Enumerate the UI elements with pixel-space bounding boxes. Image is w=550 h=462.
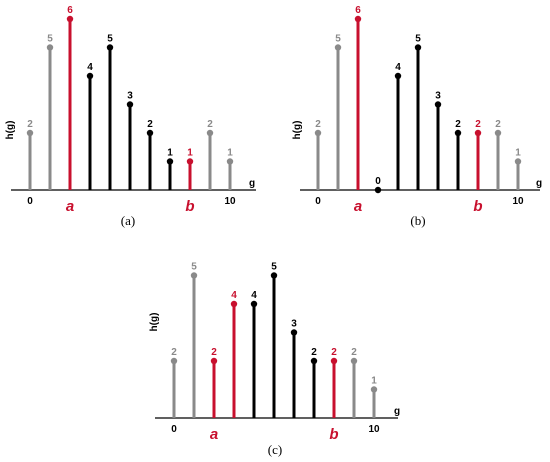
panel-caption-b: (b) — [410, 213, 425, 228]
x-axis-label: g — [249, 178, 255, 189]
value-label: 3 — [435, 91, 441, 102]
value-label: 5 — [107, 34, 113, 45]
value-label: 2 — [475, 119, 481, 130]
x-tick-label: 0 — [315, 196, 321, 207]
stem-point — [314, 129, 322, 137]
threshold-marker-a: a — [210, 426, 218, 443]
panel-caption-a: (a) — [121, 213, 135, 228]
y-axis-label: h(g) — [292, 121, 303, 140]
value-label: 1 — [227, 148, 233, 159]
value-label: 1 — [167, 148, 173, 159]
stem-point — [26, 129, 34, 137]
stem-point — [414, 44, 422, 51]
stem-point — [350, 357, 358, 365]
x-tick-label: 0 — [171, 424, 177, 435]
y-axis-label: h(g) — [149, 313, 160, 332]
value-label: 2 — [211, 347, 217, 358]
y-axis-label: h(g) — [5, 121, 16, 140]
x-tick-label: 10 — [224, 196, 236, 207]
panel-caption-c: (c) — [268, 442, 282, 457]
value-label: 2 — [207, 119, 213, 130]
value-label: 1 — [371, 376, 377, 387]
value-label: 4 — [251, 290, 257, 301]
stem-point — [514, 158, 522, 165]
stem-point — [230, 300, 238, 308]
stem-point — [106, 44, 114, 51]
value-label: 2 — [331, 347, 337, 358]
stem-point — [474, 129, 482, 137]
stem-point — [190, 272, 198, 279]
stem-point — [86, 72, 94, 80]
value-label: 1 — [515, 148, 521, 159]
value-label: 5 — [335, 34, 341, 45]
stem-point — [370, 386, 378, 393]
value-label: 5 — [191, 262, 197, 273]
value-label: 4 — [87, 62, 93, 73]
stem-point — [354, 15, 362, 23]
stem-point — [226, 158, 234, 165]
stem-point — [206, 129, 214, 137]
stem-point — [270, 272, 278, 279]
value-label: 5 — [271, 262, 277, 273]
stem-point — [250, 300, 258, 308]
x-tick-label: 0 — [27, 196, 33, 207]
stem-point — [374, 186, 382, 194]
value-label: 4 — [395, 62, 401, 73]
threshold-marker-b: b — [185, 198, 194, 215]
value-label: 1 — [187, 148, 193, 159]
stem-point — [494, 129, 502, 137]
value-label: 6 — [355, 5, 361, 16]
value-label: 2 — [311, 347, 317, 358]
value-label: 4 — [231, 290, 237, 301]
stem-point — [290, 329, 298, 336]
chart-panel-c: h(g) g 0 10 2 5 2 4 4 5 3 2 2 2 1 a b (c) — [149, 262, 400, 458]
value-label: 2 — [171, 347, 177, 358]
value-label: 0 — [375, 176, 381, 187]
threshold-marker-b: b — [329, 426, 338, 443]
value-label: 3 — [291, 319, 297, 330]
value-label: 5 — [415, 34, 421, 45]
stem-point — [66, 15, 74, 23]
stem-point — [310, 357, 318, 365]
chart-panel-b: h(g) g 0 10 2 5 6 0 4 5 3 2 2 2 1 a b (b) — [292, 5, 542, 228]
threshold-marker-b: b — [473, 198, 482, 215]
threshold-marker-a: a — [66, 198, 74, 215]
stem-point — [394, 72, 402, 80]
stem-point — [126, 101, 134, 108]
threshold-marker-a: a — [354, 198, 362, 215]
chart-panel-a: h(g) g 0 10 2 5 6 4 5 3 2 1 1 2 1 a b (a) — [5, 5, 256, 228]
value-label: 2 — [147, 119, 153, 130]
value-label: 2 — [351, 347, 357, 358]
stem-point — [330, 357, 338, 365]
value-label: 2 — [455, 119, 461, 130]
x-axis-label: g — [536, 178, 542, 189]
value-label: 5 — [47, 34, 53, 45]
x-axis-label: g — [394, 406, 400, 417]
value-label: 2 — [495, 119, 501, 130]
value-label: 3 — [127, 91, 133, 102]
stem-point — [210, 357, 218, 365]
stem-point — [454, 129, 462, 137]
value-label: 2 — [315, 119, 321, 130]
x-tick-label: 10 — [512, 196, 524, 207]
stem-point — [170, 357, 178, 365]
stem-point — [46, 44, 54, 51]
value-label: 2 — [27, 119, 33, 130]
value-label: 6 — [67, 5, 73, 16]
stem-point — [166, 158, 174, 165]
stem-point — [434, 101, 442, 108]
stem-point — [186, 158, 194, 165]
stem-point — [146, 129, 154, 137]
stem-point — [334, 44, 342, 51]
x-tick-label: 10 — [368, 424, 380, 435]
